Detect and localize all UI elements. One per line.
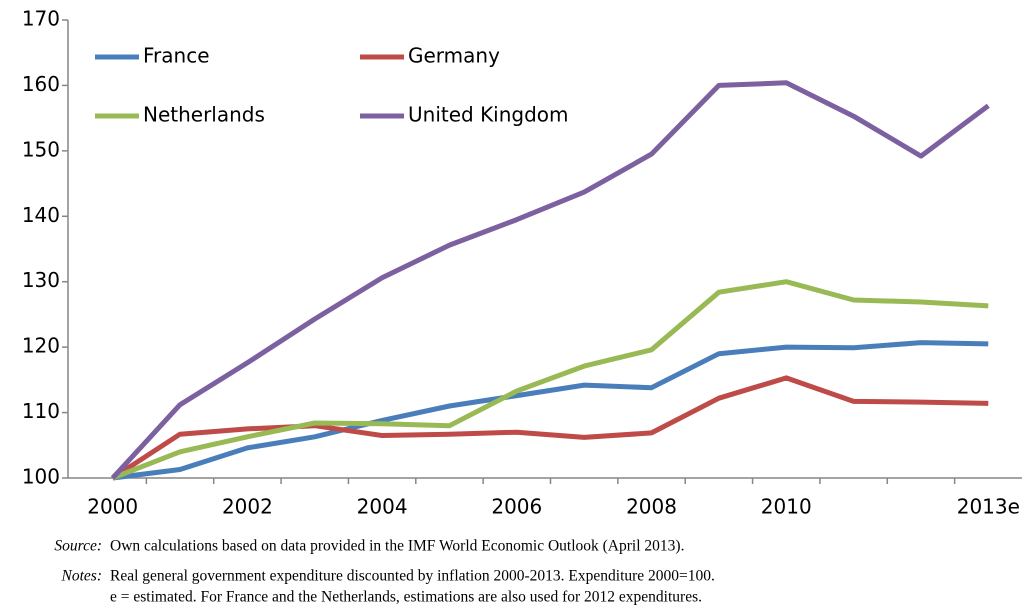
series-line [110,80,990,480]
notes-label: Notes: [61,568,102,585]
legend-label: Germany [408,44,500,68]
source-label: Source: [54,538,102,555]
series-line [112,340,989,481]
y-tick-label: 120 [22,334,60,358]
y-tick-label: 150 [22,137,60,161]
x-tick-label: 2004 [357,495,408,519]
legend-label: France [143,44,210,68]
x-tick-label: 2008 [626,495,677,519]
x-tick-label: 2006 [491,495,542,519]
x-tick-label: 2002 [222,495,273,519]
note-line: Real general government expenditure disc… [110,568,715,585]
y-tick-label: 160 [22,72,60,96]
y-tick-label: 170 [22,7,60,31]
y-tick-label: 130 [22,268,60,292]
note-line: e = estimated. For France and the Nether… [110,589,702,606]
series-line [111,279,989,481]
legend-label: United Kingdom [408,103,569,127]
y-tick-label: 140 [22,203,60,227]
x-tick-label: 2013e [957,495,1020,519]
y-tick-label: 100 [22,465,60,489]
legend-label: Netherlands [143,103,265,127]
series-line [111,375,989,481]
source: Own calculations based on data provided … [110,538,684,555]
x-tick-label: 2000 [87,495,138,519]
x-tick-label: 2010 [761,495,812,519]
y-tick-label: 110 [22,399,60,423]
